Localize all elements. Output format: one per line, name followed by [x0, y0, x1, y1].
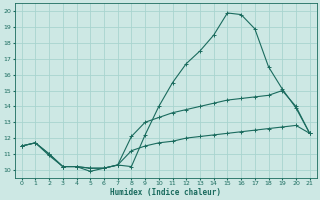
X-axis label: Humidex (Indice chaleur): Humidex (Indice chaleur) [110, 188, 221, 197]
